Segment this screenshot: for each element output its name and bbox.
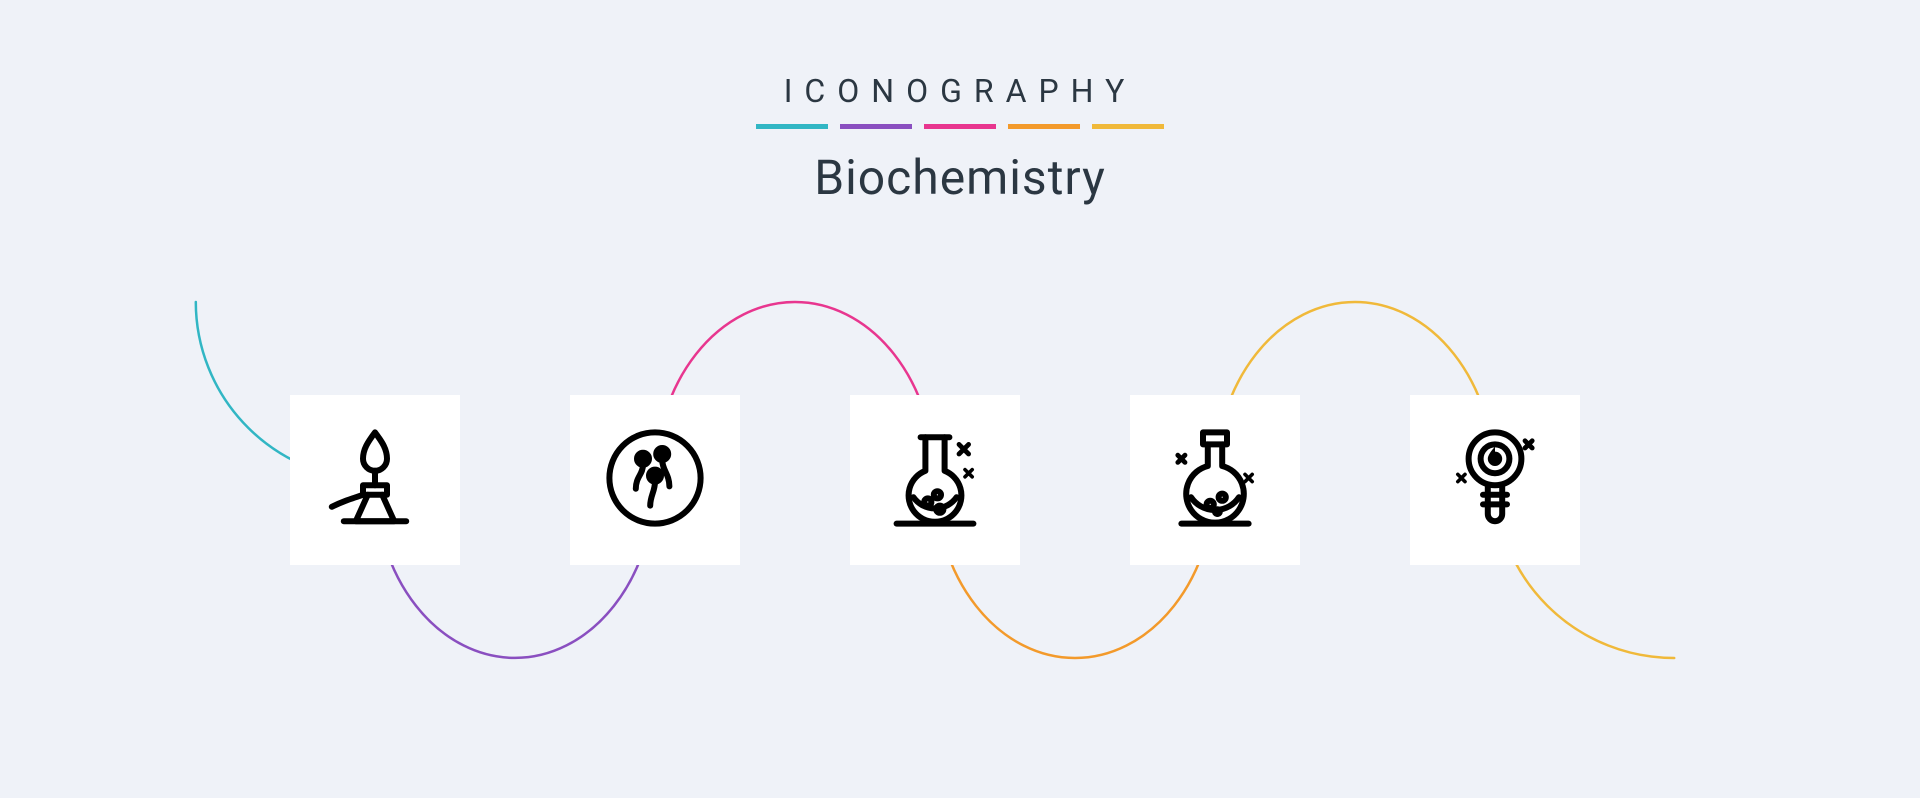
icon-card-2 (850, 395, 1020, 565)
flask-sparkle-icon (875, 418, 995, 542)
round-flask-icon (1155, 418, 1275, 542)
icon-card-3 (1130, 395, 1300, 565)
icon-card-1 (570, 395, 740, 565)
icon-cards (0, 0, 1920, 798)
icon-card-4 (1410, 395, 1580, 565)
sample-tube-icon (1435, 418, 1555, 542)
icon-card-0 (290, 395, 460, 565)
bunsen-burner-icon (315, 418, 435, 542)
sperm-dish-icon (595, 418, 715, 542)
